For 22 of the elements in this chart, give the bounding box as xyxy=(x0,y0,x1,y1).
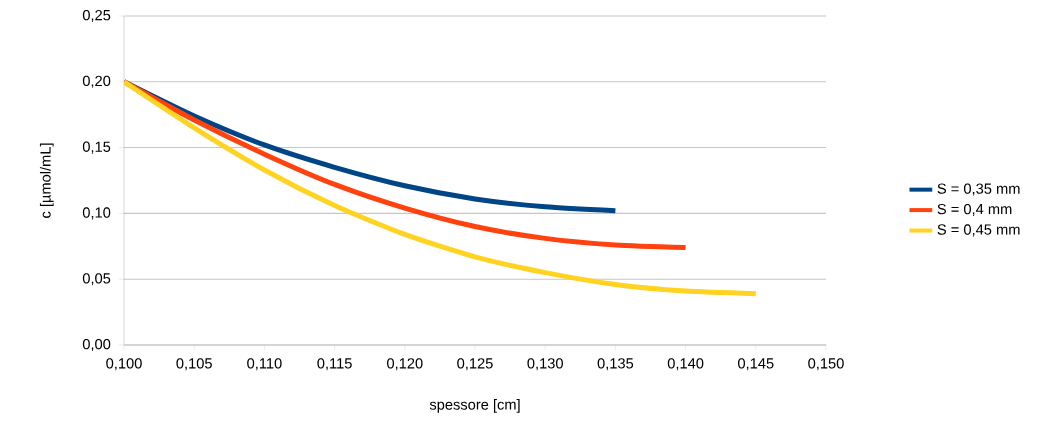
x-axis-title: spessore [cm] xyxy=(429,398,520,413)
x-tick-label: 0,105 xyxy=(176,358,212,371)
x-tick-label: 0,150 xyxy=(808,358,844,371)
legend-label: S = 0,45 mm xyxy=(937,224,1020,237)
y-tick-label: 0,10 xyxy=(82,207,111,220)
y-tick-label: 0,15 xyxy=(82,141,111,154)
x-tick-label: 0,110 xyxy=(247,358,282,371)
x-tick-label: 0,120 xyxy=(387,358,423,371)
y-tick-label: 0,25 xyxy=(82,9,111,23)
x-tick-label: 0,145 xyxy=(738,358,774,371)
y-tick-label: 0,00 xyxy=(82,338,111,352)
legend-label: S = 0,35 mm xyxy=(937,183,1020,196)
y-tick-label: 0,05 xyxy=(82,273,111,286)
x-tick-label: 0,130 xyxy=(527,358,563,371)
x-tick-label: 0,125 xyxy=(457,358,493,371)
legend-label: S = 0,4 mm xyxy=(937,203,1012,216)
x-tick-label: 0,100 xyxy=(106,358,142,371)
x-tick-label: 0,115 xyxy=(317,358,352,371)
x-tick-label: 0,135 xyxy=(597,358,634,371)
y-axis-title: c [µmol/mL] xyxy=(39,143,54,218)
y-tick-label: 0,20 xyxy=(82,75,111,88)
x-tick-label: 0,140 xyxy=(667,358,704,371)
